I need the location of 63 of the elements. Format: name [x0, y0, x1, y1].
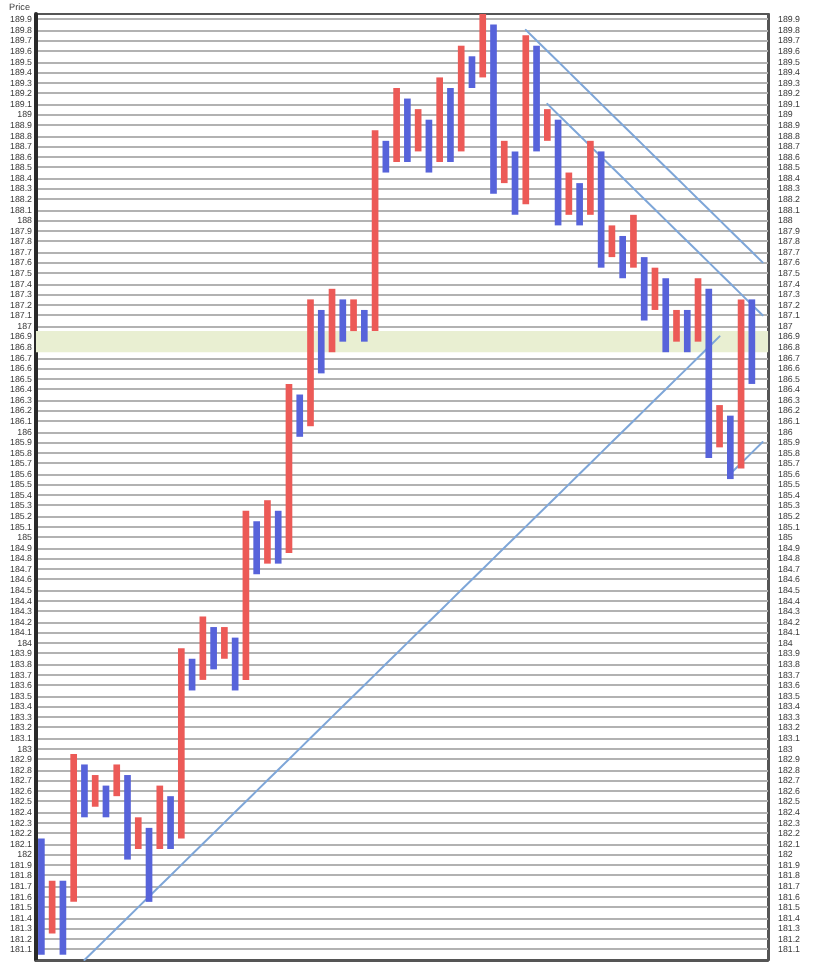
bar: [113, 764, 121, 797]
bar: [587, 140, 594, 215]
line-series: [524, 28, 764, 264]
bar: [726, 415, 734, 480]
line-series: [729, 441, 764, 475]
bar: [694, 278, 702, 342]
bar: [393, 87, 400, 162]
bar: [124, 775, 131, 860]
bar: [662, 278, 670, 353]
line-series: [83, 335, 721, 961]
bar: [748, 299, 756, 384]
bar: [457, 45, 465, 152]
bar: [145, 827, 153, 902]
bar: [296, 394, 304, 437]
bar: [597, 151, 605, 268]
bar: [468, 56, 476, 88]
bar: [683, 309, 691, 353]
bar: [91, 775, 99, 807]
bar: [737, 299, 745, 469]
bar: [371, 130, 379, 332]
bar: [425, 119, 433, 173]
bar: [38, 838, 45, 955]
bar: [490, 24, 497, 194]
bar: [673, 309, 680, 342]
bar: [70, 753, 78, 902]
bar: [156, 785, 164, 850]
bar: [447, 87, 454, 162]
bar: [436, 77, 444, 162]
bar: [242, 510, 250, 680]
bar: [253, 521, 261, 575]
bar: [533, 45, 540, 152]
bar: [716, 405, 723, 448]
bar: [59, 880, 67, 955]
bar: [317, 309, 325, 374]
bar: [522, 35, 530, 205]
bar: [479, 14, 487, 78]
bar: [199, 616, 207, 680]
bar: [382, 140, 390, 173]
bar: [576, 183, 583, 226]
bar: [500, 140, 508, 184]
bar: [264, 500, 271, 564]
bar: [640, 257, 648, 321]
bar: [274, 510, 282, 564]
bar: [167, 796, 174, 850]
bar: [221, 627, 228, 659]
bar: [630, 214, 637, 268]
bar: [285, 383, 293, 554]
bar: [705, 288, 713, 458]
bar: [177, 648, 185, 839]
bar: [350, 299, 357, 332]
bar: [307, 299, 314, 427]
line-series: [546, 102, 764, 317]
bar: [134, 817, 142, 850]
bar: [360, 309, 368, 342]
bar: [404, 98, 411, 162]
bar: [543, 109, 551, 141]
bar: [511, 151, 519, 215]
bar: [608, 225, 616, 258]
bar: [210, 627, 217, 670]
bar: [81, 764, 88, 818]
bar: [48, 880, 56, 934]
bar: [619, 235, 627, 279]
bar: [339, 299, 347, 342]
